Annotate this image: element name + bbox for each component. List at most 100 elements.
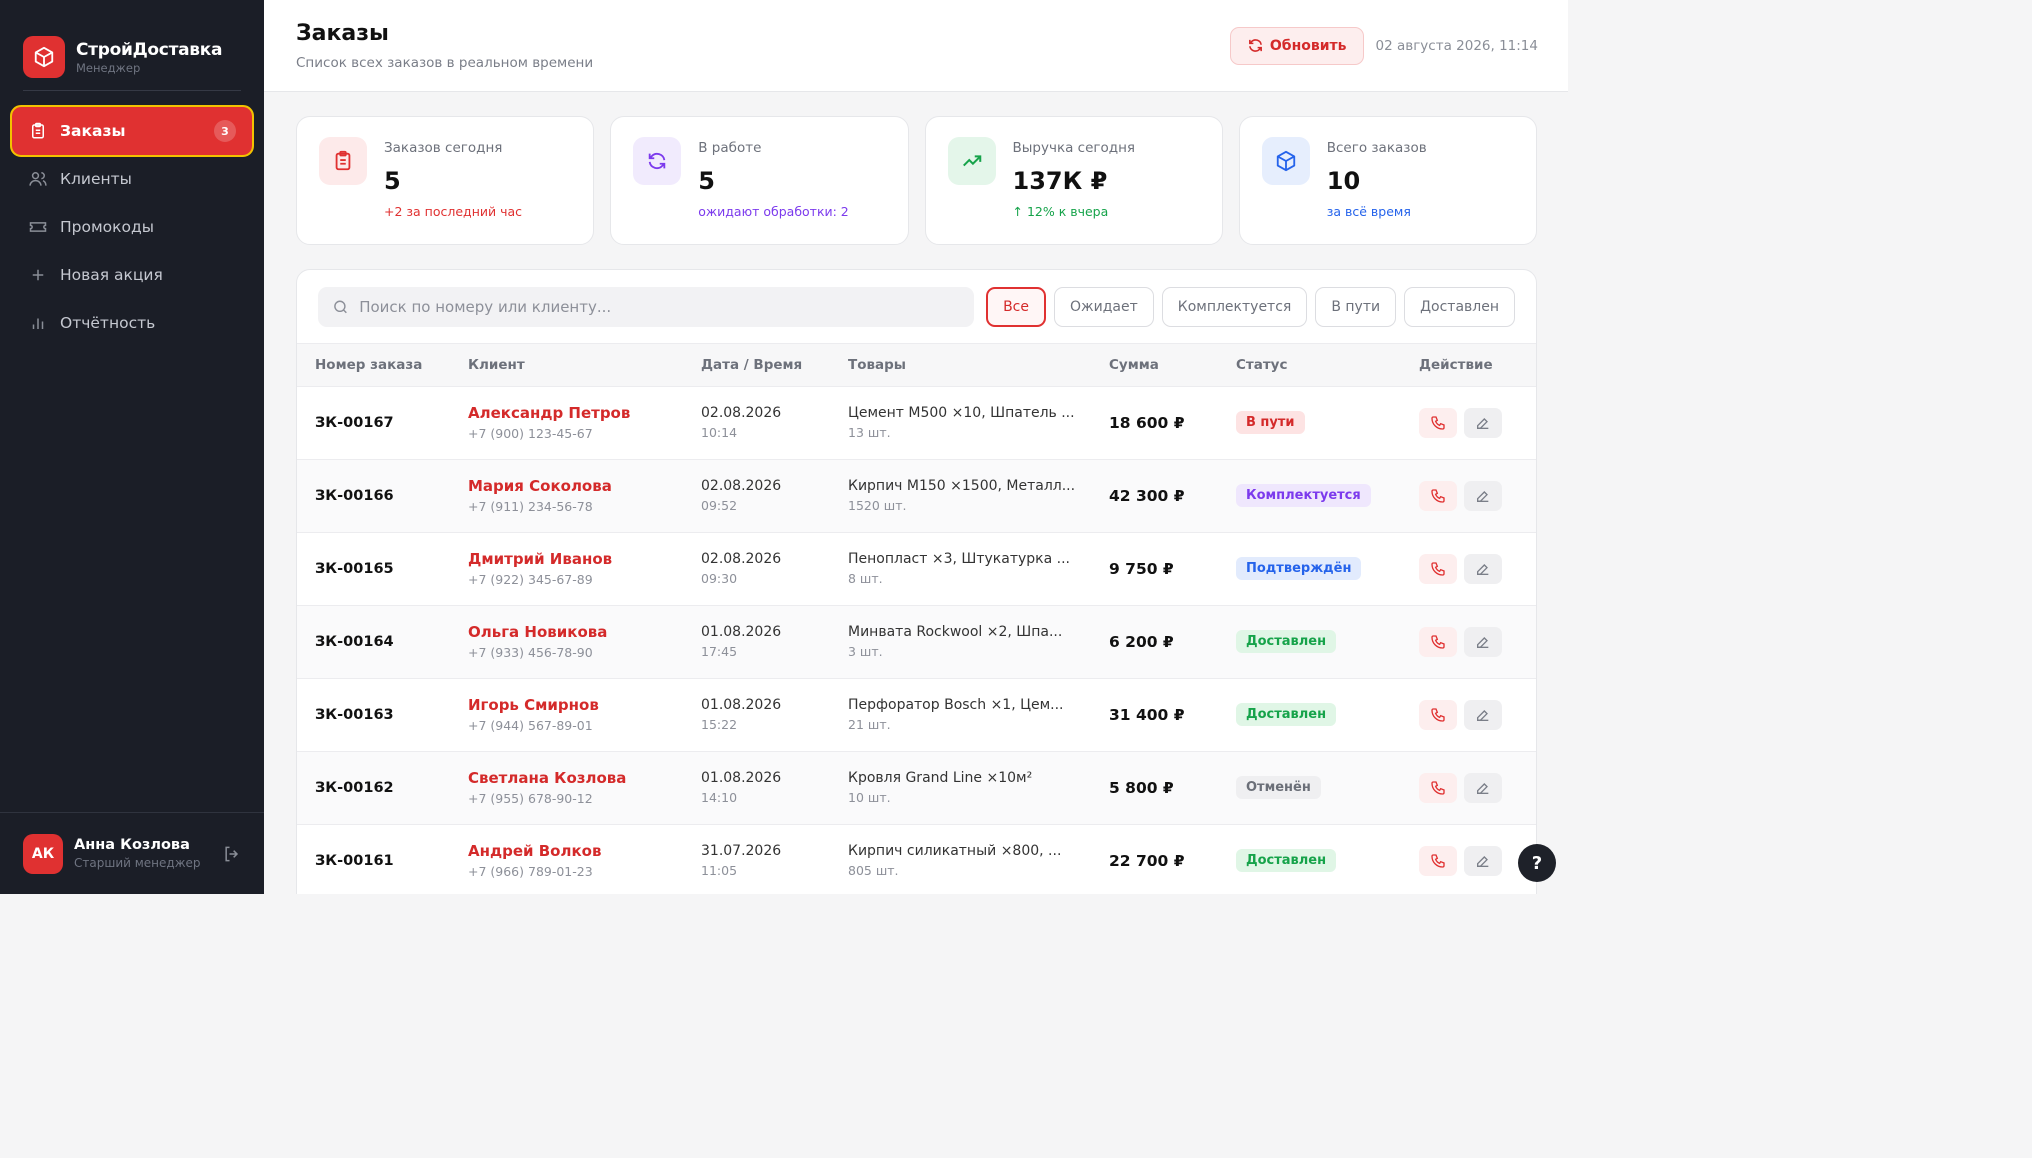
column-header[interactable]: Статус — [1218, 344, 1401, 387]
sidebar-item-clients[interactable]: Клиенты — [12, 155, 252, 203]
edit-icon[interactable] — [1464, 626, 1502, 657]
order-id[interactable]: ЗК-00164 — [315, 633, 394, 650]
search-input[interactable] — [359, 297, 961, 316]
column-header[interactable]: Сумма — [1091, 344, 1218, 387]
order-id[interactable]: ЗК-00161 — [315, 852, 394, 869]
avatar[interactable]: АК — [23, 833, 63, 874]
order-time: 17:45 — [701, 644, 738, 659]
edit-icon[interactable] — [1464, 772, 1502, 803]
status-badge: В пути — [1236, 411, 1305, 434]
status-filters: Все Ожидает Комплектуется В пути Доставл… — [986, 286, 1515, 327]
sidebar-item-promocodes[interactable]: Промокоды — [12, 203, 252, 251]
order-date: 31.07.2026 — [701, 843, 782, 859]
table-row[interactable]: ЗК-00163 Игорь Смирнов +7 (944) 567-89-01 0… — [297, 678, 1536, 751]
order-time: 09:30 — [701, 571, 738, 586]
edit-icon[interactable] — [1464, 480, 1502, 511]
phone-icon[interactable] — [1419, 626, 1457, 657]
orders-count-badge: 3 — [214, 120, 236, 142]
sidebar-item-orders[interactable]: Заказы 3 — [10, 105, 254, 157]
table-row[interactable]: ЗК-00161 Андрей Волков +7 (966) 789-01-23 3… — [297, 824, 1536, 894]
edit-icon[interactable] — [1464, 845, 1502, 876]
client-name-link[interactable]: Дмитрий Иванов — [468, 550, 613, 568]
user-profile: АК Анна Козлова Старший менеджер — [0, 812, 264, 894]
client-name-link[interactable]: Андрей Волков — [468, 842, 602, 860]
filter-all[interactable]: Все — [986, 286, 1046, 327]
stat-label: Всего заказов — [1326, 140, 1427, 156]
column-header: Действие — [1401, 344, 1536, 387]
stat-value: 137К ₽ — [1012, 167, 1108, 195]
client-name-link[interactable]: Мария Соколова — [468, 477, 612, 495]
filter-delivered[interactable]: Доставлен — [1404, 286, 1515, 327]
refresh-icon — [633, 137, 682, 185]
client-name-link[interactable]: Светлана Козлова — [468, 769, 627, 787]
order-time: 14:10 — [701, 790, 738, 805]
client-phone: +7 (911) 234-56-78 — [468, 499, 593, 514]
filter-in-transit[interactable]: В пути — [1315, 286, 1397, 327]
order-date: 02.08.2026 — [701, 551, 782, 567]
order-goods: Минвата Rockwool ×2, Шпа... — [848, 624, 1063, 640]
divider — [23, 90, 241, 91]
status-badge: Доставлен — [1236, 849, 1337, 872]
refresh-button[interactable]: Обновить — [1229, 26, 1364, 65]
edit-icon[interactable] — [1464, 553, 1502, 584]
table-row[interactable]: ЗК-00166 Мария Соколова +7 (911) 234-56-78… — [297, 459, 1536, 532]
orders-table: Номер заказа Клиент Дата / Время Товары … — [297, 344, 1536, 894]
phone-icon[interactable] — [1419, 845, 1457, 876]
help-button[interactable]: ? — [1518, 844, 1556, 882]
brand-name: СтройДоставка — [76, 39, 223, 60]
table-row[interactable]: ЗК-00164 Ольга Новикова +7 (933) 456-78-90… — [297, 605, 1536, 678]
order-id[interactable]: ЗК-00166 — [315, 487, 394, 504]
order-sum: 6 200 ₽ — [1109, 632, 1174, 651]
order-time: 09:52 — [701, 498, 738, 513]
table-row[interactable]: ЗК-00167 Александр Петров +7 (900) 123-45-… — [297, 386, 1536, 459]
order-id[interactable]: ЗК-00167 — [315, 414, 394, 431]
sidebar-item-label: Новая акция — [60, 266, 163, 284]
phone-icon[interactable] — [1419, 480, 1457, 511]
sidebar-item-new-promo[interactable]: Новая акция — [12, 251, 252, 299]
client-name-link[interactable]: Игорь Смирнов — [468, 696, 599, 714]
logout-icon[interactable] — [222, 844, 242, 864]
order-date: 02.08.2026 — [701, 405, 782, 421]
table-row[interactable]: ЗК-00165 Дмитрий Иванов +7 (922) 345-67-89… — [297, 532, 1536, 605]
page-title: Заказы — [296, 20, 389, 46]
brand[interactable]: СтройДоставка Менеджер — [0, 0, 264, 90]
order-sum: 18 600 ₽ — [1109, 413, 1185, 432]
clipboard-icon — [319, 137, 367, 185]
order-qty: 1520 шт. — [848, 498, 907, 513]
box-logo-icon — [23, 36, 65, 78]
order-goods: Перфоратор Bosch ×1, Цем... — [848, 697, 1064, 713]
phone-icon[interactable] — [1419, 407, 1457, 438]
phone-icon[interactable] — [1419, 553, 1457, 584]
order-id[interactable]: ЗК-00162 — [315, 779, 394, 796]
sidebar-item-reports[interactable]: Отчётность — [12, 299, 252, 347]
edit-icon[interactable] — [1464, 699, 1502, 730]
column-header[interactable]: Товары — [830, 344, 1091, 387]
box-icon — [1261, 137, 1310, 185]
phone-icon[interactable] — [1419, 699, 1457, 730]
table-row[interactable]: ЗК-00162 Светлана Козлова +7 (955) 678-90-… — [297, 751, 1536, 824]
stat-value: 5 — [698, 167, 715, 195]
client-phone: +7 (944) 567-89-01 — [468, 718, 593, 733]
status-badge: Подтверждён — [1236, 557, 1362, 580]
column-header[interactable]: Клиент — [450, 344, 683, 387]
filter-pending[interactable]: Ожидает — [1054, 286, 1154, 327]
column-header[interactable]: Дата / Время — [683, 344, 830, 387]
client-phone: +7 (955) 678-90-12 — [468, 791, 593, 806]
order-id[interactable]: ЗК-00165 — [315, 560, 394, 577]
order-date: 01.08.2026 — [701, 697, 782, 713]
client-name-link[interactable]: Ольга Новикова — [468, 623, 608, 641]
column-header[interactable]: Номер заказа — [297, 344, 450, 387]
order-id[interactable]: ЗК-00163 — [315, 706, 394, 723]
client-name-link[interactable]: Александр Петров — [468, 404, 631, 422]
edit-icon[interactable] — [1464, 407, 1502, 438]
order-qty: 8 шт. — [848, 571, 883, 586]
order-sum: 22 700 ₽ — [1109, 851, 1185, 870]
search-box[interactable] — [318, 286, 975, 327]
stat-label: Заказов сегодня — [384, 140, 503, 156]
stat-note: ↑ 12% к вчера — [1012, 204, 1109, 219]
status-badge: Отменён — [1236, 776, 1321, 799]
phone-icon[interactable] — [1419, 772, 1457, 803]
sidebar-item-label: Промокоды — [60, 218, 154, 236]
filter-picking[interactable]: Комплектуется — [1161, 286, 1308, 327]
order-date: 01.08.2026 — [701, 770, 782, 786]
